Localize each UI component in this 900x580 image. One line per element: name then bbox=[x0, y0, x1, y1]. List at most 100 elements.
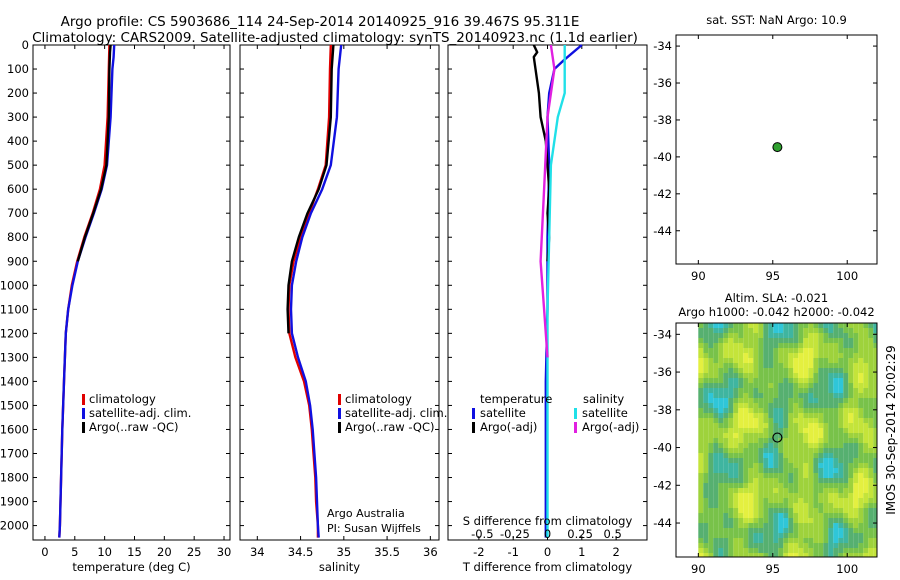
sla-heatmap-cell bbox=[868, 493, 874, 498]
sla-heatmap-cell bbox=[698, 448, 704, 453]
sla-heatmap-cell bbox=[758, 398, 764, 403]
side-timestamp-label: IMOS 30-Sep-2014 20:02:29 bbox=[884, 345, 898, 515]
sla-heatmap-cell bbox=[798, 368, 804, 373]
sla-heatmap-cell bbox=[698, 373, 704, 378]
sla-heatmap-cell bbox=[848, 498, 854, 503]
sla-heatmap-cell bbox=[743, 478, 749, 483]
sla-heatmap-cell bbox=[798, 478, 804, 483]
sla-heatmap-cell bbox=[773, 533, 779, 538]
sla-heatmap-cell bbox=[763, 473, 769, 478]
sla-heatmap-cell bbox=[788, 328, 794, 333]
sla-heatmap-cell bbox=[783, 383, 789, 388]
sla-heatmap-cell bbox=[803, 483, 809, 488]
sla-heatmap-cell bbox=[763, 438, 769, 443]
sla-heatmap-cell bbox=[818, 463, 824, 468]
sla-heatmap-cell bbox=[823, 393, 829, 398]
sla-heatmap-cell bbox=[828, 488, 834, 493]
sla-heatmap-cell bbox=[738, 333, 744, 338]
sla-heatmap-cell bbox=[858, 533, 864, 538]
sla-heatmap-cell bbox=[703, 528, 709, 533]
sla-heatmap-cell bbox=[858, 548, 864, 553]
sla-heatmap-cell bbox=[743, 403, 749, 408]
sla-heatmap-cell bbox=[743, 518, 749, 523]
sla-heatmap-cell bbox=[768, 523, 774, 528]
sla-heatmap-cell bbox=[778, 513, 784, 518]
sla-heatmap-cell bbox=[743, 413, 749, 418]
sla-heatmap-cell bbox=[738, 348, 744, 353]
sla-heatmap-cell bbox=[848, 448, 854, 453]
sla-heatmap-cell bbox=[838, 468, 844, 473]
sla-heatmap-cell bbox=[773, 393, 779, 398]
sla-heatmap-cell bbox=[873, 393, 877, 398]
sla-heatmap-cell bbox=[743, 488, 749, 493]
sla-heatmap-cell bbox=[798, 453, 804, 458]
sla-heatmap-cell bbox=[863, 333, 869, 338]
sla-heatmap-cell bbox=[743, 483, 749, 488]
sla-heatmap-cell bbox=[833, 433, 839, 438]
sla-heatmap-cell bbox=[818, 483, 824, 488]
sla-heatmap-cell bbox=[848, 438, 854, 443]
sla-heatmap-cell bbox=[753, 458, 759, 463]
sla-heatmap-cell bbox=[758, 443, 764, 448]
sla-heatmap-cell bbox=[763, 368, 769, 373]
sla-heatmap-cell bbox=[708, 388, 714, 393]
sla-heatmap-cell bbox=[773, 543, 779, 548]
sla-heatmap-cell bbox=[703, 453, 709, 458]
sla-heatmap-cell bbox=[803, 443, 809, 448]
sla-heatmap-cell bbox=[853, 458, 859, 463]
sla-heatmap-cell bbox=[778, 523, 784, 528]
sla-heatmap-cell bbox=[738, 388, 744, 393]
sla-heatmap-cell bbox=[768, 503, 774, 508]
sla-map-argo-marker bbox=[772, 432, 783, 443]
sla-heatmap-cell bbox=[833, 418, 839, 423]
sla-heatmap-cell bbox=[818, 403, 824, 408]
sla-heatmap-cell bbox=[813, 323, 819, 328]
sla-heatmap-cell bbox=[813, 403, 819, 408]
sla-heatmap-cell bbox=[798, 458, 804, 463]
sla-heatmap-cell bbox=[838, 538, 844, 543]
sla-heatmap-cell bbox=[713, 518, 719, 523]
salinity-xlabel: salinity bbox=[319, 560, 360, 574]
sla-heatmap-cell bbox=[863, 533, 869, 538]
sla-heatmap-cell bbox=[748, 523, 754, 528]
sla-heatmap-cell bbox=[863, 513, 869, 518]
sla-heatmap-cell bbox=[723, 498, 729, 503]
sla-heatmap-cell bbox=[788, 378, 794, 383]
sla-heatmap-cell bbox=[858, 543, 864, 548]
sla-heatmap-cell bbox=[853, 333, 859, 338]
sla-heatmap-cell bbox=[698, 543, 704, 548]
sla-heatmap-cell bbox=[743, 338, 749, 343]
sla-heatmap-cell bbox=[788, 548, 794, 553]
sla-heatmap-cell bbox=[738, 463, 744, 468]
sla-heatmap-cell bbox=[793, 328, 799, 333]
sla-heatmap-cell bbox=[743, 393, 749, 398]
sla-heatmap-cell bbox=[698, 428, 704, 433]
sla-heatmap-cell bbox=[843, 548, 849, 553]
sla-heatmap-cell bbox=[808, 373, 814, 378]
sla-heatmap-cell bbox=[853, 473, 859, 478]
sla-heatmap-cell bbox=[728, 488, 734, 493]
sla-heatmap-cell bbox=[868, 458, 874, 463]
sla-heatmap-cell bbox=[748, 348, 754, 353]
sla-heatmap-cell bbox=[858, 353, 864, 358]
credits-line1: Argo Australia bbox=[327, 507, 405, 520]
sla-heatmap-cell bbox=[783, 338, 789, 343]
sla-heatmap-cell bbox=[703, 403, 709, 408]
sla-heatmap-cell bbox=[738, 373, 744, 378]
sla-heatmap-cell bbox=[698, 438, 704, 443]
sla-heatmap-cell bbox=[793, 448, 799, 453]
sla-heatmap-cell bbox=[718, 383, 724, 388]
sla-heatmap-cell bbox=[808, 553, 814, 557]
sla-heatmap-cell bbox=[848, 538, 854, 543]
sla-heatmap-cell bbox=[753, 533, 759, 538]
sla-heatmap-cell bbox=[853, 403, 859, 408]
sla-heatmap-cell bbox=[753, 508, 759, 513]
sla-heatmap-cell bbox=[843, 488, 849, 493]
legend-swatch-s-diff_argo bbox=[574, 422, 577, 433]
sla-heatmap-cell bbox=[858, 433, 864, 438]
sla-heatmap-cell bbox=[778, 373, 784, 378]
sla-heatmap-cell bbox=[733, 403, 739, 408]
sla-heatmap-cell bbox=[843, 468, 849, 473]
sla-heatmap-cell bbox=[728, 548, 734, 553]
sla-heatmap-cell bbox=[708, 353, 714, 358]
